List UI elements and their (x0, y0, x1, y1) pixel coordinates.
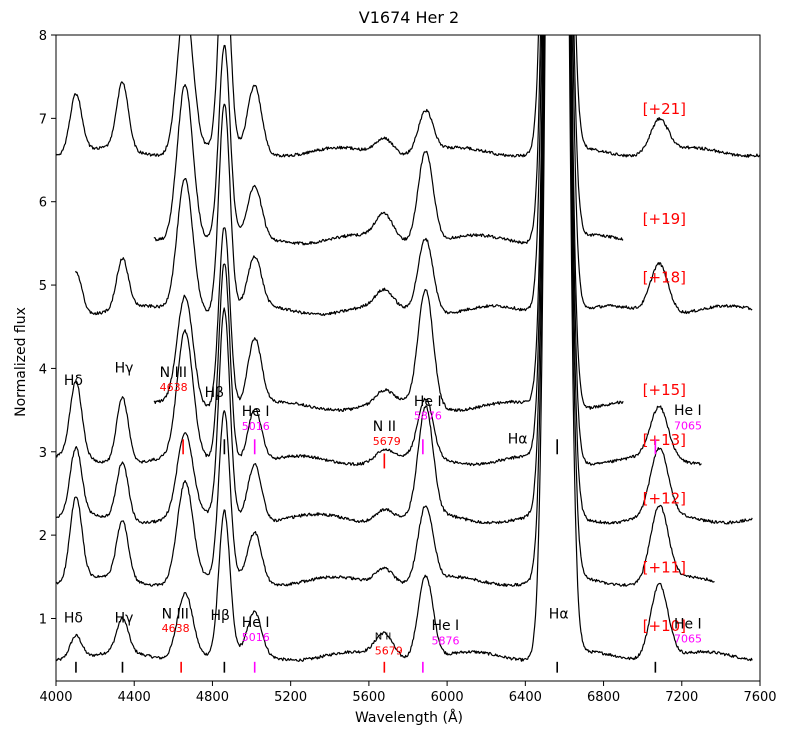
epoch-label-+15: [+15] (643, 381, 686, 399)
spectrum-line-+13 (56, 35, 702, 467)
x-tick-label: 7600 (743, 690, 776, 705)
chart-title: V1674 Her 2 (359, 8, 459, 27)
line-label: He I (414, 394, 442, 410)
x-tick-label: 4800 (196, 690, 229, 705)
line-label: N III (162, 606, 189, 622)
spectrum-line-+12 (56, 35, 753, 525)
line-label: He I (674, 616, 702, 632)
epoch-label-+11: [+11] (643, 559, 686, 577)
line-label: N III (160, 365, 187, 381)
epoch-label-+18: [+18] (643, 269, 686, 287)
line-label: He I (242, 404, 270, 420)
line-label: Hα (549, 606, 569, 622)
epoch-label-+12: [+12] (643, 489, 686, 507)
line-label: 4638 (160, 381, 188, 394)
line-annotations: [+10] [+11] [+12] [+13] [+15] [+18] [+19] [+21]… (64, 100, 702, 673)
plot-frame (55, 34, 761, 682)
line-label: He I (674, 403, 702, 419)
line-label: Hγ (115, 611, 134, 627)
x-tick-label: 7200 (665, 690, 698, 705)
line-label: Hδ (64, 373, 83, 389)
y-tick-label: 1 (39, 612, 47, 627)
y-tick-label: 8 (39, 29, 47, 44)
line-label: 5679 (375, 644, 403, 657)
x-tick-label: 6800 (587, 690, 620, 705)
line-label: 5016 (242, 420, 270, 433)
x-tick-label: 5200 (274, 690, 307, 705)
line-label: 4638 (162, 622, 190, 635)
line-label: Hγ (115, 361, 134, 377)
line-label: 5679 (373, 435, 401, 448)
line-label: 7065 (674, 419, 702, 432)
y-tick-label: 4 (39, 362, 47, 377)
spectrum-line-+11 (56, 35, 715, 587)
spectrum-line-+15 (153, 35, 624, 412)
spectra-series (56, 35, 760, 662)
spectrum-line-+18 (75, 35, 753, 317)
x-tick-label: 4400 (118, 690, 151, 705)
line-label: He I (431, 618, 459, 634)
epoch-label-+19: [+19] (643, 210, 686, 228)
spectrum-line-+10 (56, 35, 753, 662)
y-tick-label: 2 (39, 529, 47, 544)
x-axis-title: Wavelength (Å) (355, 709, 463, 726)
line-label: Hβ (210, 608, 229, 624)
line-label: N II (375, 631, 392, 642)
spectrum-line-+19 (153, 35, 624, 246)
line-label: 5876 (414, 409, 442, 422)
axes: 4000 4400 4800 5200 5600 6000 6400 6800 7200 7600… (39, 29, 777, 705)
y-tick-label: 7 (39, 112, 47, 127)
epoch-label-+13: [+13] (643, 431, 686, 449)
y-tick-label: 3 (39, 446, 47, 461)
spectrum-line-+21 (56, 35, 760, 158)
line-label: 5876 (431, 634, 459, 647)
y-tick-label: 6 (39, 196, 47, 211)
y-tick-label: 5 (39, 279, 47, 294)
line-label: He I (242, 615, 270, 631)
line-label: Hβ (205, 385, 224, 401)
epoch-label-+10: [+10] (643, 617, 686, 635)
x-tick-label: 6000 (431, 690, 464, 705)
line-label: Hδ (64, 611, 83, 627)
epoch-label-+21: [+21] (643, 100, 686, 118)
y-axis-title: Normalized flux (13, 307, 29, 417)
x-tick-label: 4000 (39, 690, 72, 705)
line-label: 7065 (674, 633, 702, 646)
x-tick-label: 5600 (352, 690, 385, 705)
x-tick-label: 6400 (509, 690, 542, 705)
line-label: N II (373, 419, 396, 435)
line-label: 5016 (242, 631, 270, 644)
line-label: Hα (508, 431, 528, 447)
